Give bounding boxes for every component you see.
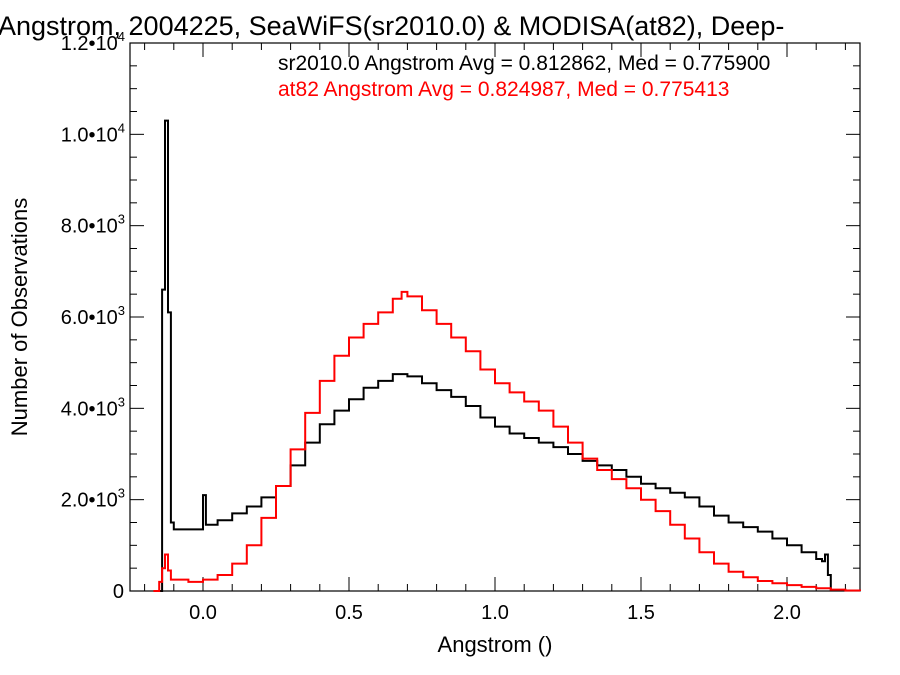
y-tick-label: 8.0•103 <box>61 212 125 238</box>
legend-entry-red-series: at82 Angstrom Avg = 0.824987, Med = 0.77… <box>278 78 729 101</box>
x-axis: 0.0 0.5 1.0 1.5 2.0 <box>144 43 846 624</box>
y-tick-label: 4.0•103 <box>61 394 125 420</box>
y-tick-label: 2.0•103 <box>61 486 125 512</box>
series-sr2010-line <box>159 119 832 592</box>
y-axis: 0 2.0•103 4.0•103 6.0•103 8.0•103 1.0•104 1.2•… <box>61 29 860 603</box>
x-axis-label: Angstrom () <box>438 632 553 657</box>
y-tick-label: 0 <box>113 581 124 603</box>
series-group <box>153 119 861 592</box>
y-tick-label: 1.2•104 <box>61 29 125 55</box>
x-tick-label: 1.5 <box>627 602 655 624</box>
series-at82-line <box>153 290 861 592</box>
plot-area <box>129 42 861 592</box>
y-tick-label: 6.0•103 <box>61 303 125 329</box>
plot-frame <box>129 42 861 592</box>
x-tick-label: 0.0 <box>189 602 217 624</box>
legend-entry-black-series: sr2010.0 Angstrom Avg = 0.812862, Med = … <box>278 52 770 75</box>
chart-title: Angstrom, 2004225, SeaWiFS(sr2010.0) & M… <box>0 11 784 41</box>
x-tick-label: 0.5 <box>335 602 363 624</box>
legend: sr2010.0 Angstrom Avg = 0.812862, Med = … <box>278 52 770 101</box>
x-tick-label: 1.0 <box>481 602 509 624</box>
x-tick-label: 2.0 <box>773 602 801 624</box>
y-tick-label: 1.0•104 <box>61 120 125 146</box>
y-axis-label: Number of Observations <box>7 198 32 436</box>
